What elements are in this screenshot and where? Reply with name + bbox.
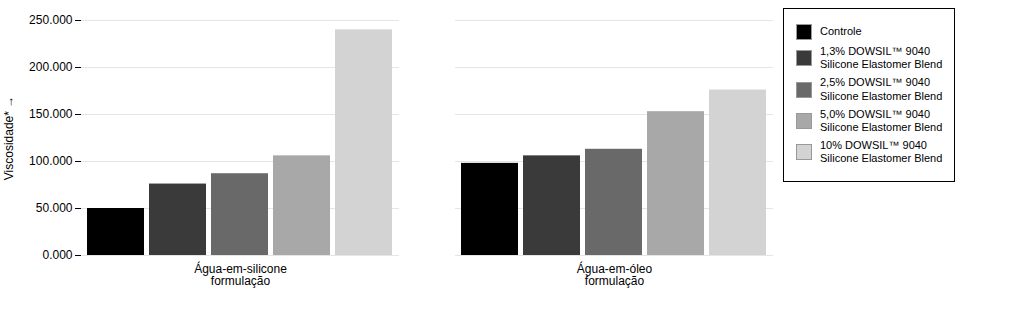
html-text:10% DOWSIL™ 9040 Silicone Elas: 10% DOWSIL™ 9040 Silicone Elastomer Blen… [820, 139, 943, 165]
html-text:Controle: Controle [820, 25, 862, 38]
svg-text:150.000: 150.000 [29, 107, 73, 121]
html-text:5,0% DOWSIL™ 9040 Silicone Ela: 5,0% DOWSIL™ 9040 Silicone Elastomer Ble… [820, 107, 943, 133]
svg-text:200.000: 200.000 [29, 60, 73, 74]
html-text:2,5% DOWSIL™ 9040 Silicone Ela: 2,5% DOWSIL™ 9040 Silicone Elastomer Ble… [820, 76, 943, 102]
html-text:1,3% DOWSIL™ 9040 Silicone Ela: 1,3% DOWSIL™ 9040 Silicone Elastomer Ble… [820, 45, 943, 71]
svg-text:Água-em-siliconeformulação: Água-em-siliconeformulação [194, 261, 287, 288]
svg-text:250.000: 250.000 [29, 13, 73, 27]
svg-text:Água-em-óleoformulação: Água-em-óleoformulação [577, 261, 653, 288]
svg-text:100.000: 100.000 [29, 154, 73, 168]
svg-text:Viscosidade* →: Viscosidade* → [2, 96, 16, 181]
svg-text:0.000: 0.000 [42, 248, 72, 262]
svg-text:50.000: 50.000 [36, 201, 73, 215]
